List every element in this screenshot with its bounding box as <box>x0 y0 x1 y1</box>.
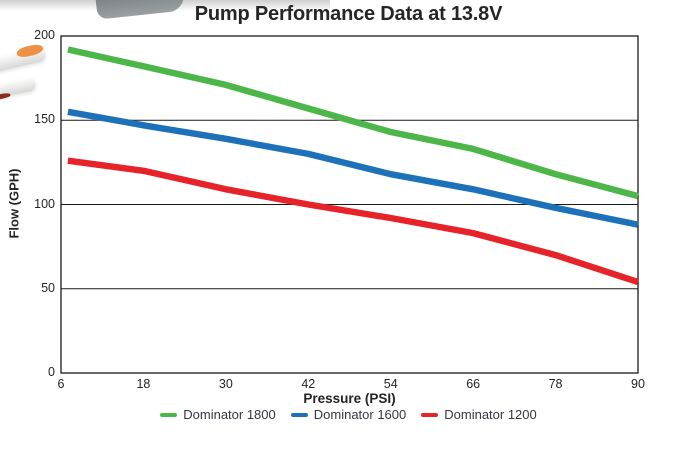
legend-label: Dominator 1600 <box>313 407 407 422</box>
series-line-dominator-1800 <box>67 46 639 200</box>
y-tick-label-150: 150 <box>34 112 55 127</box>
x-tick-label-66: 66 <box>466 377 481 391</box>
x-tick-label-54: 54 <box>383 377 398 391</box>
y-tick-label-0: 0 <box>48 365 55 379</box>
series-line-dominator-1200 <box>67 157 639 286</box>
x-tick-label-18: 18 <box>136 377 151 391</box>
x-axis-label: Pressure (PSI) <box>303 391 396 406</box>
chart-title: Pump Performance Data at 13.8V <box>194 3 503 25</box>
legend-item-dominator-1200: Dominator 1200 <box>421 407 537 422</box>
y-tick-label-200: 200 <box>34 28 55 42</box>
x-tick-label-6: 6 <box>57 377 65 391</box>
y-tick-label-100: 100 <box>34 196 55 211</box>
plot-frame <box>60 35 639 374</box>
x-tick-label-30: 30 <box>218 377 233 391</box>
legend-item-dominator-1800: Dominator 1800 <box>160 407 276 422</box>
y-tick-label-50: 50 <box>41 280 55 295</box>
x-tick-label-78: 78 <box>548 377 563 391</box>
x-tick-label-42: 42 <box>301 377 316 391</box>
x-tick-label-90: 90 <box>631 377 645 391</box>
legend-swatch-dominator-1600 <box>290 413 308 417</box>
legend-swatch-dominator-1800 <box>160 413 178 417</box>
series-line-dominator-1600 <box>67 108 639 228</box>
legend-label: Dominator 1200 <box>444 407 537 422</box>
legend: Dominator 1800 Dominator 1600 Dominator 12… <box>0 407 697 422</box>
legend-label: Dominator 1800 <box>183 407 276 422</box>
legend-swatch-dominator-1200 <box>421 413 439 417</box>
legend-item-dominator-1600: Dominator 1600 <box>290 407 407 422</box>
